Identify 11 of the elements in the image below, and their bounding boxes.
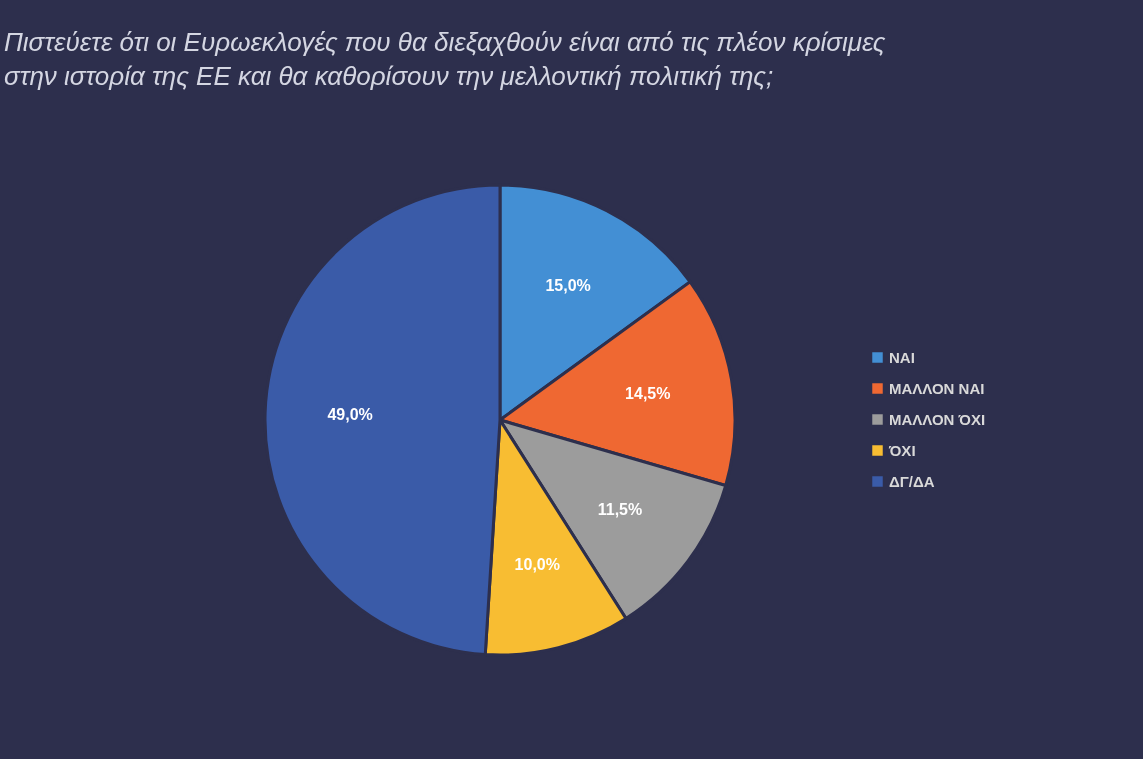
legend-label: ΜΑΛΛΟΝ ΝΑΙ bbox=[889, 379, 985, 397]
data-label: 10,0% bbox=[514, 556, 560, 574]
data-label: 11,5% bbox=[597, 501, 643, 519]
chart-title: Πιστεύετε ότι οι Ευρωεκλογές που θα διεξαχθούν είναι από τις πλέον κρίσιμες στην ιστορία της ΕΕ και θα καθορίσουν την μελλοντική πολιτική της; bbox=[4, 27, 886, 91]
legend-label: ΜΑΛΛΟΝ ΌΧΙ bbox=[889, 410, 986, 428]
legend-label: ΔΓ/ΔΑ bbox=[889, 472, 935, 490]
data-label: 14,5% bbox=[625, 385, 671, 403]
data-label: 15,0% bbox=[545, 277, 591, 295]
legend-label: ΝΑΙ bbox=[889, 348, 915, 366]
legend-label: ΌΧΙ bbox=[888, 441, 916, 459]
data-label: 49,0% bbox=[327, 406, 373, 424]
